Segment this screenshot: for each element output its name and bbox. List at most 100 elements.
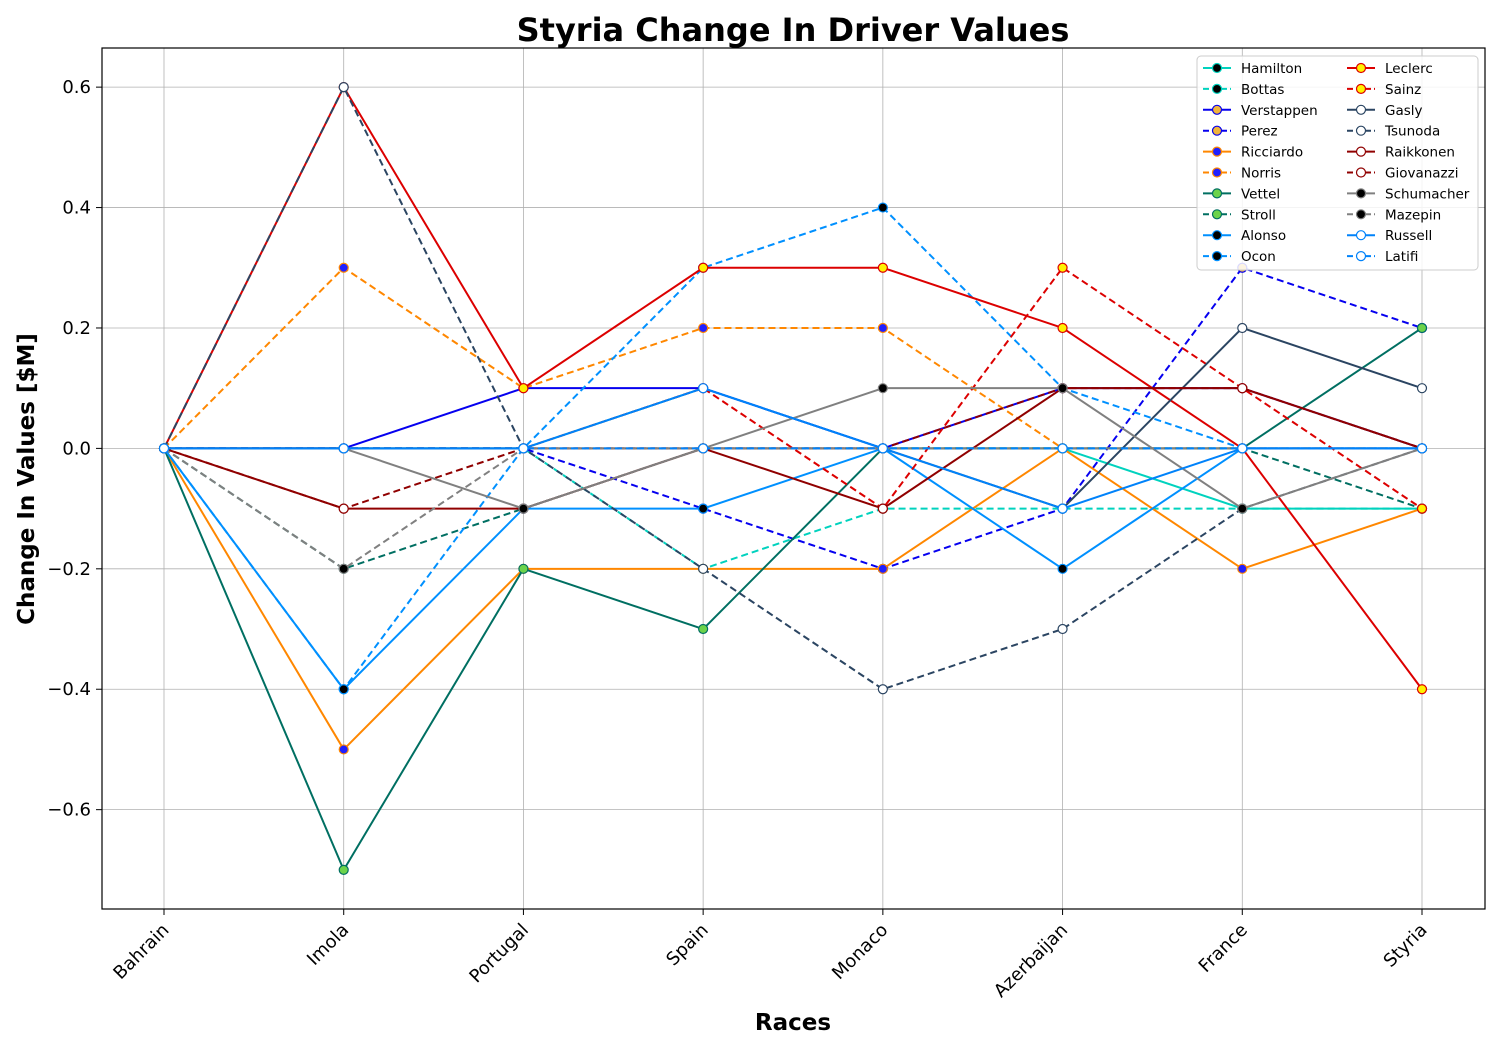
legend-item: Alonso <box>1203 228 1286 244</box>
legend-label: Verstappen <box>1241 103 1318 119</box>
legend-label: Norris <box>1241 166 1281 182</box>
legend-marker <box>1211 251 1223 262</box>
legend-marker <box>1211 230 1223 241</box>
legend-marker <box>1355 209 1367 220</box>
legend-marker <box>1355 62 1367 74</box>
legend-marker <box>1211 104 1223 115</box>
y-tick-label: −0.6 <box>47 800 91 821</box>
data-point <box>1057 322 1068 334</box>
legend-label: Perez <box>1241 124 1278 140</box>
y-tick-label: 0.4 <box>62 198 91 219</box>
series-line <box>163 387 1423 510</box>
data-point <box>877 684 888 695</box>
data-point <box>698 623 709 635</box>
data-point <box>1057 383 1068 394</box>
legend-item: Ricciardo <box>1203 145 1303 161</box>
legend-label: Gasly <box>1385 103 1423 119</box>
legend-label: Hamilton <box>1241 61 1302 77</box>
legend-label: Ricciardo <box>1241 145 1303 161</box>
legend-label: Latifi <box>1385 249 1418 265</box>
data-point <box>698 383 709 394</box>
data-point <box>877 322 888 334</box>
legend-marker <box>1211 146 1223 157</box>
data-point <box>1237 503 1248 514</box>
legend-marker <box>1211 167 1223 178</box>
series-line <box>163 206 1422 691</box>
y-tick-label: 0.6 <box>62 77 91 98</box>
legend-item: Bottas <box>1203 82 1284 98</box>
data-point <box>698 563 709 574</box>
data-point <box>1416 322 1428 334</box>
legend-item: Giovanazzi <box>1347 166 1459 182</box>
series-line <box>163 447 1423 751</box>
data-point <box>518 383 529 394</box>
legend-label: Tsunoda <box>1384 124 1440 140</box>
data-point <box>1057 563 1068 574</box>
legend-item: Stroll <box>1203 207 1276 223</box>
data-point <box>877 383 888 394</box>
y-tick-label: −0.4 <box>47 679 91 700</box>
legend-marker <box>1211 83 1223 95</box>
data-point <box>1237 563 1248 574</box>
chart-title: Styria Change In Driver Values <box>517 11 1070 49</box>
legend-item: Verstappen <box>1203 103 1318 119</box>
y-axis-ticks: −0.6 −0.4 −0.2 0.0 0.2 0.4 0.6 <box>47 77 102 821</box>
legend-marker <box>1355 167 1367 178</box>
legend-marker <box>1211 62 1223 74</box>
data-point <box>1057 503 1068 514</box>
legend-label: Stroll <box>1241 207 1276 223</box>
data-point <box>518 503 529 514</box>
legend-item: Sainz <box>1347 82 1421 98</box>
legend-label: Alonso <box>1241 228 1286 244</box>
legend-marker <box>1355 83 1367 95</box>
y-axis-label: Change In Values [$M] <box>14 333 40 625</box>
data-point <box>698 322 709 334</box>
data-point <box>1237 383 1248 394</box>
legend-marker <box>1355 188 1367 199</box>
data-point <box>877 563 888 574</box>
legend: Hamilton Bottas Verstappen Perez Ricciardo No… <box>1196 55 1479 271</box>
data-point <box>518 443 529 454</box>
data-point <box>338 684 349 695</box>
legend-item: Gasly <box>1347 103 1423 119</box>
data-point <box>877 202 888 213</box>
series-line <box>163 387 1423 510</box>
legend-item: Mazepin <box>1347 207 1441 223</box>
legend-label: Raikkonen <box>1385 145 1455 161</box>
legend-label: Schumacher <box>1385 186 1470 202</box>
legend-item: Norris <box>1203 166 1281 182</box>
legend-marker <box>1355 251 1367 262</box>
data-point <box>877 443 888 454</box>
data-point <box>877 262 888 273</box>
data-point <box>1416 443 1428 454</box>
series-latifi <box>158 443 1428 454</box>
series-line <box>163 266 1422 450</box>
legend-marker <box>1211 188 1223 199</box>
data-point <box>338 503 349 514</box>
legend-item: Hamilton <box>1203 61 1302 77</box>
data-point <box>1057 262 1068 273</box>
data-point <box>1057 443 1068 454</box>
data-point <box>158 443 170 454</box>
plot-frame <box>101 47 1486 910</box>
legend-label: Leclerc <box>1385 61 1433 77</box>
data-point <box>338 563 349 574</box>
legend-marker <box>1355 125 1367 136</box>
legend-item: Latifi <box>1347 249 1418 265</box>
legend-item: Vettel <box>1203 186 1280 202</box>
legend-item: Schumacher <box>1347 186 1470 202</box>
legend-label: Vettel <box>1241 186 1280 202</box>
legend-item: Ocon <box>1203 249 1276 265</box>
legend-item: Leclerc <box>1347 61 1433 77</box>
legend-item: Perez <box>1203 124 1278 140</box>
data-point <box>1057 623 1068 635</box>
legend-marker <box>1211 125 1223 136</box>
legend-item: Tsunoda <box>1347 124 1440 140</box>
data-point <box>698 262 709 273</box>
data-point <box>1416 503 1428 514</box>
data-point <box>1416 383 1428 394</box>
data-point <box>698 443 709 454</box>
legend-label: Mazepin <box>1385 207 1441 223</box>
data-point <box>518 563 529 574</box>
